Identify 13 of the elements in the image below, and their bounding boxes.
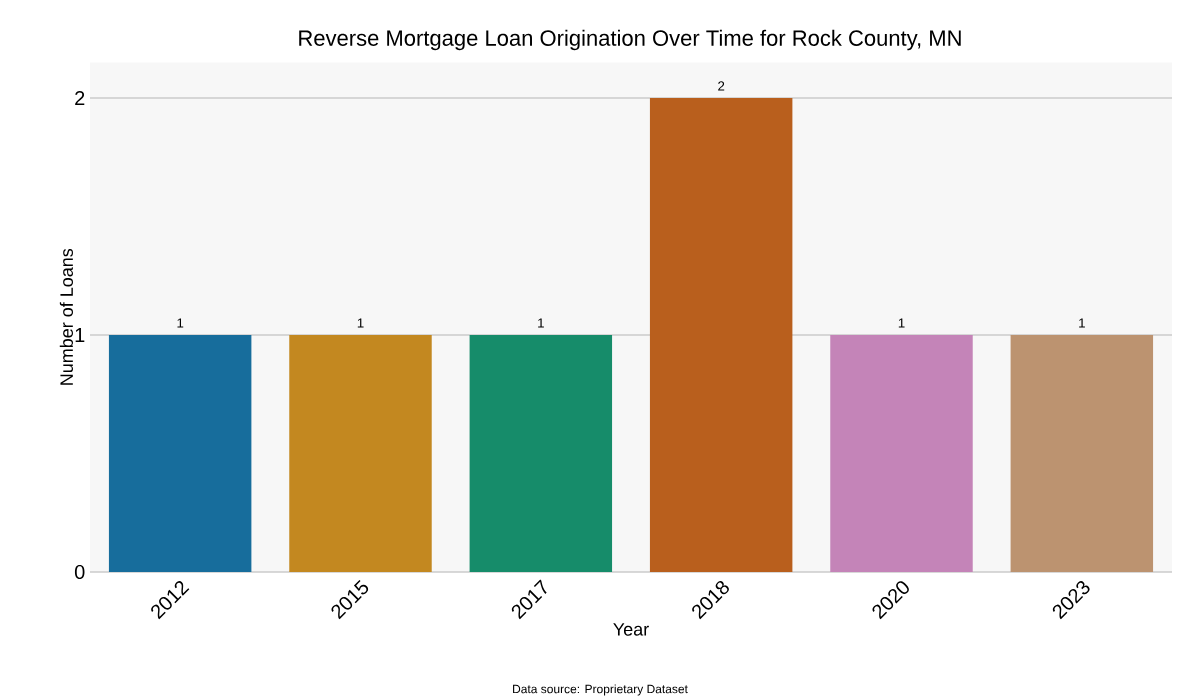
y-axis-title: Number of Loans <box>59 248 73 385</box>
y-tick-label: 1 <box>75 328 85 342</box>
x-axis-title: Year <box>613 623 649 636</box>
data-label: 1 <box>177 318 184 328</box>
data-label: 1 <box>898 318 905 328</box>
data-label: 1 <box>1079 318 1085 328</box>
data-label: 1 <box>357 318 364 328</box>
data-label: 1 <box>538 318 544 328</box>
chart-title: Reverse Mortgage Loan Origination Over Time for Rock County, MN <box>299 29 961 51</box>
y-tick-label: 2 <box>75 91 85 105</box>
source-note: Data source: Proprietary Dataset <box>513 684 688 696</box>
y-tick-label: 0 <box>74 564 85 580</box>
data-label: 2 <box>718 81 725 91</box>
